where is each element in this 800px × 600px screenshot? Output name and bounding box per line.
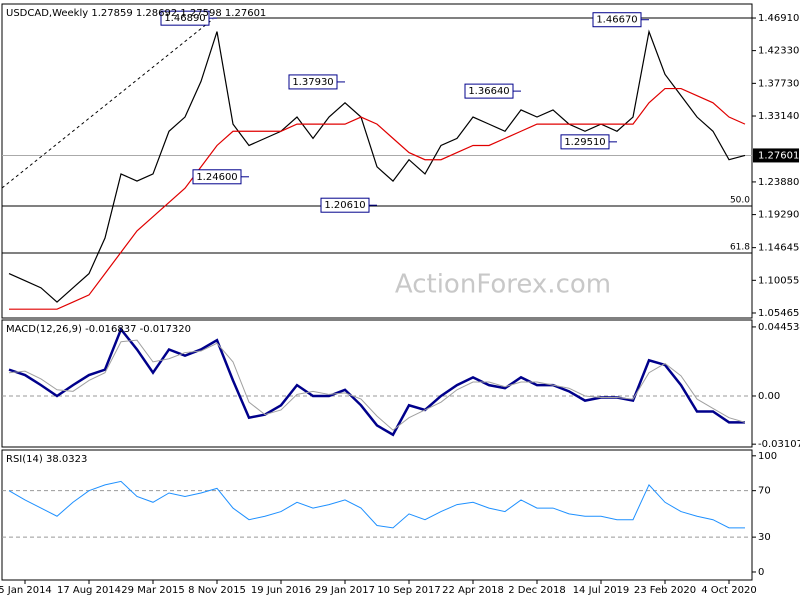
annotation-box (592, 12, 642, 28)
x-tick-label: 23 Feb 2020 (634, 585, 696, 596)
price-label: 1.27601 (758, 150, 799, 161)
series-line (8, 339, 746, 431)
y-tick-label: 0 (758, 567, 764, 578)
y-tick-label: 1.42330 (758, 46, 799, 57)
x-tick-label: 14 Jul 2019 (573, 585, 630, 596)
panel-frame (1, 3, 753, 319)
series-line (8, 29, 746, 303)
annotation-label: 1.20610 (324, 200, 365, 211)
annotation-box (560, 134, 610, 150)
panel-title: MACD(12,26,9) -0.016837 -0.017320 (6, 324, 191, 335)
y-tick-label: 70 (758, 486, 771, 497)
x-tick-label: 4 Oct 2020 (701, 585, 756, 596)
y-tick-label: 1.23880 (758, 177, 799, 188)
panel-frame (1, 319, 753, 448)
annotation-box (192, 169, 242, 185)
x-tick-label: 2 Dec 2018 (508, 585, 566, 596)
x-tick-label: 29 Jan 2017 (315, 585, 375, 596)
panel-title: RSI(14) 38.0323 (6, 454, 87, 465)
x-tick-label: 17 Aug 2014 (57, 585, 121, 596)
annotation-label: 1.46670 (596, 15, 637, 26)
y-tick-label: 0.00 (758, 391, 780, 402)
y-tick-label: 1.10055 (758, 275, 799, 286)
y-tick-label: 30 (758, 532, 771, 543)
annotation-label: 1.24600 (196, 172, 237, 183)
panel-title: USDCAD,Weekly 1.27859 1.28692 1.27598 1.… (6, 8, 266, 19)
x-tick-label: 5 Jan 2014 (0, 585, 52, 596)
y-tick-label: 1.46910 (758, 13, 799, 24)
y-tick-label: 1.33140 (758, 111, 799, 122)
fib-label: 50.0 (730, 195, 750, 205)
y-tick-label: -0.031072 (758, 439, 800, 450)
annotation-box (288, 74, 338, 90)
x-tick-label: 19 Jun 2016 (251, 585, 311, 596)
x-tick-label: 8 Nov 2015 (188, 585, 246, 596)
series-line (9, 87, 746, 310)
annotation-box (320, 197, 370, 213)
annotation-label: 1.46890 (164, 13, 205, 24)
series-line (8, 480, 745, 529)
annotation-box (464, 83, 514, 99)
panel-frame (1, 449, 753, 581)
series-line (8, 326, 745, 437)
x-tick-label: 10 Sep 2017 (377, 585, 440, 596)
y-tick-label: 1.19290 (758, 210, 799, 221)
annotation-box (160, 10, 210, 26)
fib-label: 61.8 (730, 242, 750, 252)
y-tick-label: 100 (758, 451, 777, 462)
watermark: ActionForex.com (395, 270, 611, 300)
x-tick-label: 22 Apr 2018 (442, 585, 504, 596)
y-tick-label: 1.14645 (758, 243, 799, 254)
annotation-label: 1.29510 (564, 137, 605, 148)
x-tick-label: 29 Mar 2015 (121, 585, 184, 596)
y-tick-label: 1.37730 (758, 78, 799, 89)
price-box (753, 148, 799, 163)
y-tick-label: 1.05465 (758, 308, 799, 319)
annotation-label: 1.37930 (292, 77, 333, 88)
annotation-label: 1.36640 (468, 86, 509, 97)
y-tick-label: 0.044534 (758, 322, 800, 333)
